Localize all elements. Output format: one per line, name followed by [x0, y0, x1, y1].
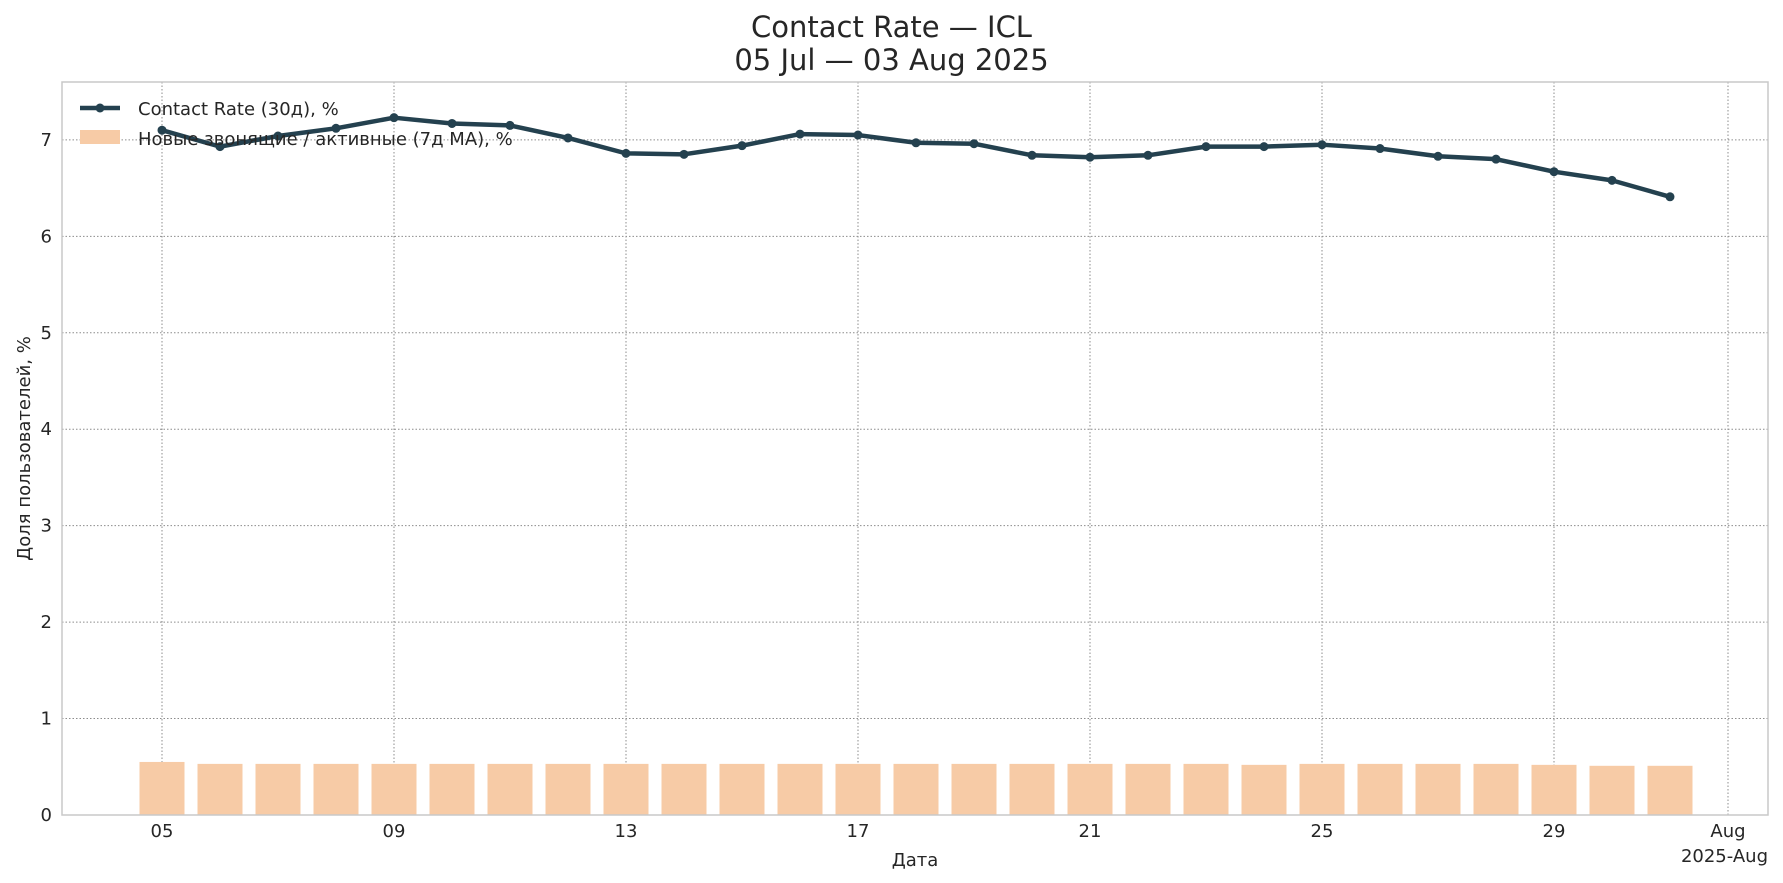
bar [951, 763, 997, 815]
line-point [331, 123, 341, 133]
x-tick-label: 17 [847, 821, 870, 842]
bar [661, 763, 707, 815]
line-series [157, 113, 1675, 202]
grid-lines [62, 82, 1768, 815]
bar [197, 763, 243, 815]
line-point [1201, 142, 1211, 152]
bar [1299, 763, 1345, 815]
bar [719, 763, 765, 815]
x-tick-label: 25 [1311, 821, 1334, 842]
bar [139, 761, 185, 815]
line-point [1491, 154, 1501, 164]
line-point [563, 133, 573, 143]
bar [1589, 765, 1635, 815]
bar [777, 763, 823, 815]
y-tick-label: 0 [41, 805, 52, 826]
bar [1183, 763, 1229, 815]
y-tick-label: 6 [41, 226, 52, 247]
bar [1009, 763, 1055, 815]
bar [487, 763, 533, 815]
bar [835, 763, 881, 815]
line-point [215, 142, 225, 152]
plot-frame [61, 81, 1769, 816]
y-tick-label: 1 [41, 709, 52, 730]
line-point [1143, 150, 1153, 160]
bar [545, 763, 591, 815]
bar-series [139, 761, 1693, 815]
line-point [447, 118, 457, 128]
line-point [1549, 167, 1559, 177]
line-point [621, 148, 631, 158]
x-axis-ticks: 05 09 13 17 21 25 29 Aug [151, 821, 1746, 842]
x-tick-label: 29 [1543, 821, 1566, 842]
bar [1473, 763, 1519, 815]
line-point [1665, 192, 1675, 202]
x-tick-label: 09 [383, 821, 406, 842]
bar [1357, 763, 1403, 815]
bar [603, 763, 649, 815]
bar [313, 763, 359, 815]
plot-border [61, 81, 1769, 816]
legend-label-contact-rate: Contact Rate (30д), % [138, 99, 339, 120]
bar [893, 763, 939, 815]
y-axis-label: Доля пользователей, % [14, 336, 35, 561]
line-point [737, 141, 747, 151]
line-point [505, 120, 515, 130]
legend-bar-swatch [80, 130, 120, 144]
line-point [389, 113, 399, 123]
y-tick-label: 3 [41, 516, 52, 537]
legend: Contact Rate (30д), % Новые звонящие / а… [80, 99, 513, 150]
x-axis-offset-label: 2025-Aug [1681, 846, 1768, 867]
y-tick-label: 4 [41, 419, 52, 440]
line-point [1317, 140, 1327, 150]
line-point [1259, 142, 1269, 152]
bar [1125, 763, 1171, 815]
x-tick-label: 13 [615, 821, 638, 842]
bar [1647, 765, 1693, 815]
line-point [1607, 175, 1617, 185]
bar [1067, 763, 1113, 815]
bar [371, 763, 417, 815]
line-point [157, 125, 167, 135]
chart-title: Contact Rate — ICL [751, 10, 1032, 44]
line-point [679, 149, 689, 159]
y-axis-ticks: 0 1 2 3 4 5 6 7 [41, 130, 52, 826]
bar [1415, 763, 1461, 815]
line-point [969, 139, 979, 149]
line-point [273, 131, 283, 141]
y-tick-label: 7 [41, 130, 52, 151]
y-tick-label: 5 [41, 323, 52, 344]
line-point [1375, 144, 1385, 154]
y-tick-label: 2 [41, 612, 52, 633]
chart-subtitle: 05 Jul — 03 Aug 2025 [734, 43, 1049, 77]
line-point [1433, 151, 1443, 161]
legend-label-new-callers: Новые звонящие / активные (7д MA), % [138, 129, 513, 150]
x-axis-label: Дата [892, 850, 939, 871]
bar [255, 763, 301, 815]
bar [1531, 764, 1577, 815]
legend-line-marker [95, 103, 105, 113]
x-tick-label: Aug [1710, 821, 1745, 842]
x-tick-label: 21 [1079, 821, 1102, 842]
bar [1241, 764, 1287, 815]
line-point [1027, 150, 1037, 160]
line-point [853, 130, 863, 140]
line-point [911, 138, 921, 148]
x-tick-label: 05 [151, 821, 174, 842]
line-point [795, 129, 805, 139]
line-point [1085, 152, 1095, 162]
bar [429, 763, 475, 815]
